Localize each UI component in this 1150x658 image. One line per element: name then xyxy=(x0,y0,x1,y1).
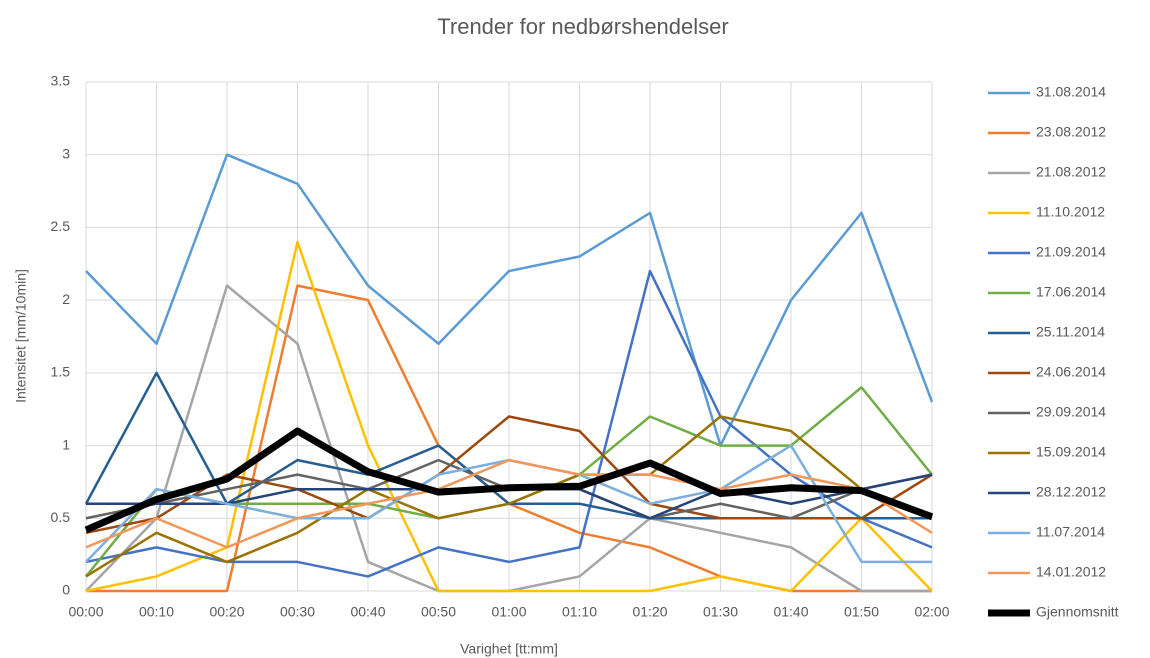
y-tick-label: 1.5 xyxy=(51,364,71,380)
legend-label: 15.09.2014 xyxy=(1036,444,1106,460)
y-tick-label: 0 xyxy=(62,582,70,598)
x-tick-label: 00:50 xyxy=(421,604,456,620)
x-tick-label: 02:00 xyxy=(914,604,949,620)
x-tick-label: 00:00 xyxy=(68,604,103,620)
x-tick-label: 01:20 xyxy=(632,604,667,620)
chart-title: Trender for nedbørshendelser xyxy=(437,14,728,39)
x-tick-label: 01:40 xyxy=(773,604,808,620)
series-line xyxy=(85,458,933,549)
legend-label: 28.12.2012 xyxy=(1036,484,1106,500)
series-line xyxy=(84,427,934,534)
y-tick-label: 1 xyxy=(62,436,70,452)
y-tick-label: 3 xyxy=(62,145,70,161)
y-tick-label: 0.5 xyxy=(51,509,71,525)
legend-label: 29.09.2014 xyxy=(1036,404,1106,420)
y-axis-label: Intensitet [mm/10min] xyxy=(13,269,29,403)
legend-label: 21.08.2012 xyxy=(1036,164,1106,180)
legend-label: 24.06.2014 xyxy=(1036,364,1106,380)
y-tick-label: 2.5 xyxy=(51,218,71,234)
legend-label: 17.06.2014 xyxy=(1036,284,1106,300)
series-line xyxy=(85,153,934,447)
legend-label: 14.01.2012 xyxy=(1036,564,1106,580)
legend-label: 31.08.2014 xyxy=(1036,84,1106,100)
legend-label: 23.08.2012 xyxy=(1036,124,1106,140)
legend-label: 11.07.2014 xyxy=(1036,524,1105,540)
legend-label: Gjennomsnitt xyxy=(1036,604,1119,620)
x-tick-label: 00:40 xyxy=(350,604,385,620)
x-tick-label: 01:10 xyxy=(562,604,597,620)
x-tick-label: 00:30 xyxy=(280,604,315,620)
legend-label: 21.09.2014 xyxy=(1036,244,1106,260)
series-line xyxy=(85,415,933,578)
x-tick-label: 00:10 xyxy=(139,604,174,620)
x-tick-label: 01:00 xyxy=(491,604,526,620)
y-tick-label: 3.5 xyxy=(51,73,71,89)
legend-label: 25.11.2014 xyxy=(1036,324,1105,340)
x-axis-label: Varighet [tt:mm] xyxy=(460,641,558,657)
y-tick-label: 2 xyxy=(62,291,70,307)
x-tick-label: 00:20 xyxy=(209,604,244,620)
x-tick-label: 01:30 xyxy=(703,604,738,620)
legend-label: 11.10.2012 xyxy=(1036,204,1105,220)
x-tick-label: 01:50 xyxy=(844,604,879,620)
